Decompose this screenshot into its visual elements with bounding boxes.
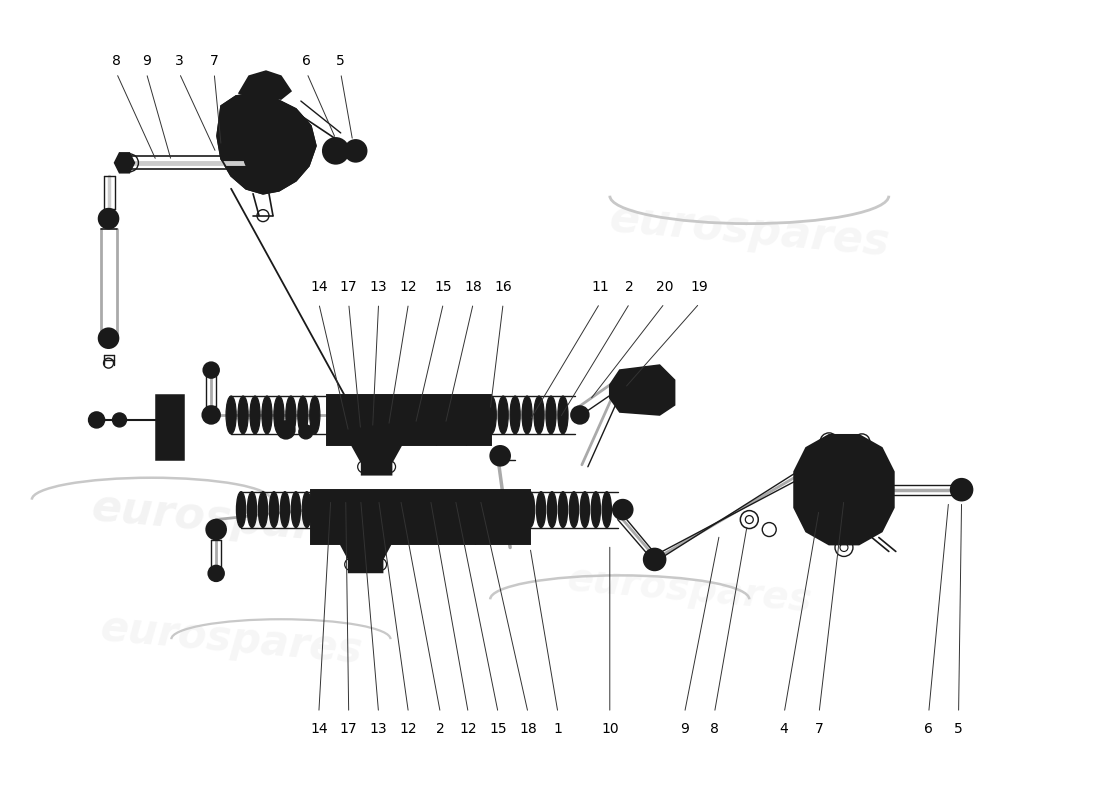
Text: 17: 17 [340, 722, 358, 736]
Text: 19: 19 [691, 280, 708, 294]
Text: 12: 12 [460, 722, 477, 736]
Text: eurospares: eurospares [565, 560, 814, 619]
Text: 6: 6 [924, 722, 933, 736]
Text: 8: 8 [710, 722, 719, 736]
Ellipse shape [302, 492, 311, 527]
Circle shape [322, 138, 349, 164]
Polygon shape [239, 71, 290, 99]
Circle shape [244, 134, 288, 178]
Text: 16: 16 [494, 280, 512, 294]
Text: 9: 9 [142, 54, 151, 68]
Ellipse shape [238, 396, 249, 434]
Circle shape [206, 519, 227, 539]
Text: 15: 15 [490, 722, 507, 736]
Text: 5: 5 [954, 722, 962, 736]
Text: 14: 14 [310, 722, 328, 736]
Circle shape [254, 144, 278, 168]
Text: eurospares: eurospares [607, 197, 891, 264]
Ellipse shape [262, 396, 272, 434]
Text: 13: 13 [370, 280, 387, 294]
Ellipse shape [534, 396, 544, 434]
Ellipse shape [602, 492, 612, 527]
Ellipse shape [570, 492, 579, 527]
Ellipse shape [292, 492, 300, 527]
Ellipse shape [280, 492, 289, 527]
Circle shape [204, 362, 219, 378]
Ellipse shape [548, 492, 557, 527]
Text: 11: 11 [591, 280, 608, 294]
Ellipse shape [510, 396, 520, 434]
Circle shape [950, 478, 972, 501]
Text: 2: 2 [436, 722, 444, 736]
Ellipse shape [498, 396, 508, 434]
Ellipse shape [310, 396, 320, 434]
Text: 1: 1 [553, 722, 562, 736]
Text: 2: 2 [625, 280, 634, 294]
Text: 18: 18 [519, 722, 537, 736]
Circle shape [208, 566, 224, 582]
Ellipse shape [580, 492, 590, 527]
Text: 13: 13 [370, 722, 387, 736]
Polygon shape [794, 435, 894, 545]
Text: 5: 5 [337, 54, 345, 68]
Text: 12: 12 [399, 722, 417, 736]
Text: eurospares: eurospares [98, 606, 364, 671]
Text: 14: 14 [310, 280, 328, 294]
Ellipse shape [558, 396, 568, 434]
Ellipse shape [526, 492, 535, 527]
Circle shape [89, 412, 104, 428]
Text: 7: 7 [210, 54, 219, 68]
Ellipse shape [559, 492, 568, 527]
Ellipse shape [286, 396, 296, 434]
Text: eurospares: eurospares [89, 486, 373, 554]
Bar [311, 490, 530, 545]
Circle shape [344, 140, 366, 162]
Circle shape [644, 549, 666, 570]
Ellipse shape [314, 492, 322, 527]
Ellipse shape [591, 492, 601, 527]
Text: 6: 6 [302, 54, 311, 68]
Text: 10: 10 [601, 722, 618, 736]
Ellipse shape [258, 492, 267, 527]
Text: 8: 8 [112, 54, 121, 68]
Ellipse shape [486, 396, 496, 434]
Ellipse shape [226, 396, 236, 434]
Ellipse shape [270, 492, 278, 527]
Circle shape [822, 468, 866, 512]
Circle shape [491, 446, 510, 466]
Circle shape [112, 413, 126, 427]
Ellipse shape [546, 396, 557, 434]
Polygon shape [217, 93, 316, 194]
Polygon shape [341, 545, 390, 572]
Polygon shape [609, 365, 674, 415]
Text: 9: 9 [680, 722, 689, 736]
Text: 20: 20 [656, 280, 673, 294]
Ellipse shape [522, 396, 532, 434]
Polygon shape [114, 153, 134, 173]
Circle shape [277, 421, 295, 439]
Text: 7: 7 [815, 722, 824, 736]
Text: 15: 15 [434, 280, 452, 294]
Ellipse shape [298, 396, 308, 434]
Bar [327, 395, 492, 445]
Ellipse shape [236, 492, 245, 527]
Circle shape [202, 406, 220, 424]
Ellipse shape [250, 396, 260, 434]
Ellipse shape [274, 396, 284, 434]
Circle shape [99, 209, 119, 229]
Circle shape [299, 425, 312, 439]
Circle shape [99, 328, 119, 348]
Circle shape [571, 406, 588, 424]
Text: 4: 4 [780, 722, 789, 736]
Text: 3: 3 [175, 54, 184, 68]
Text: 17: 17 [340, 280, 358, 294]
Text: 12: 12 [399, 280, 417, 294]
Text: 18: 18 [464, 280, 482, 294]
Polygon shape [352, 445, 402, 474]
Bar [156, 395, 185, 460]
Ellipse shape [537, 492, 546, 527]
Ellipse shape [248, 492, 256, 527]
Circle shape [613, 500, 632, 519]
